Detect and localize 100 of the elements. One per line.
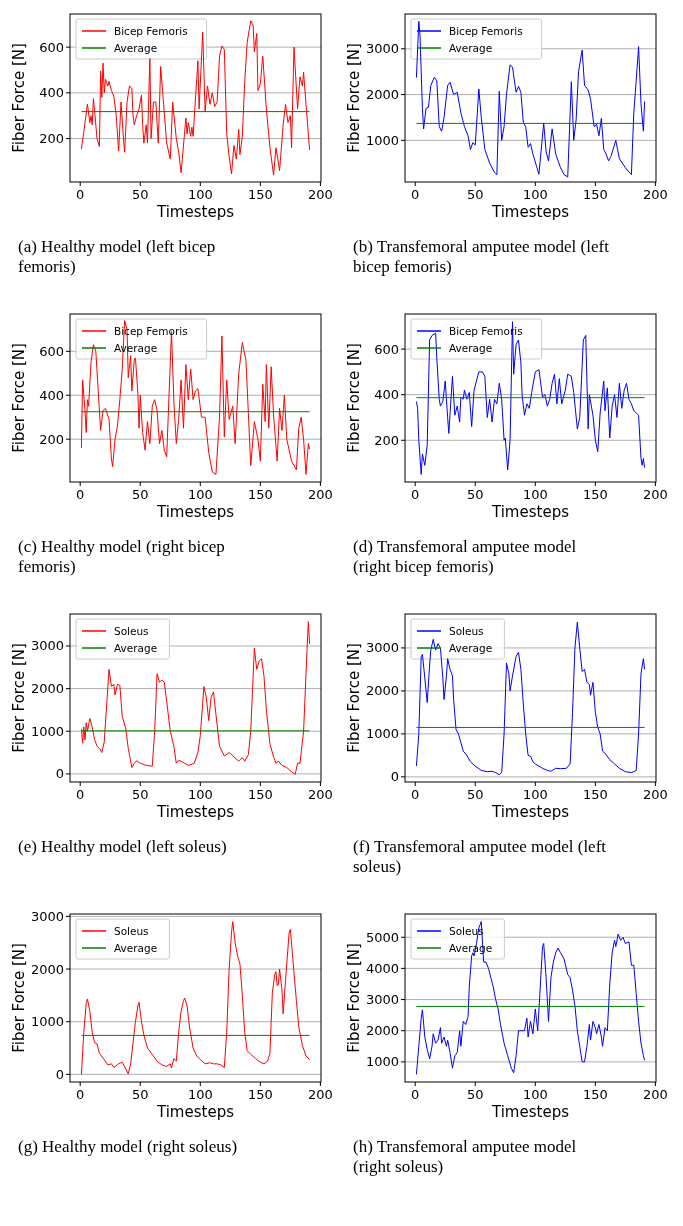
x-tick-label: 100 <box>187 787 213 802</box>
line-series <box>415 20 646 178</box>
x-tick-label: 150 <box>582 787 608 802</box>
x-tick-label: 150 <box>582 1087 608 1102</box>
y-tick-label: 5000 <box>365 929 399 945</box>
x-axis-title: Timesteps <box>156 203 235 221</box>
legend-label: Average <box>449 42 493 54</box>
y-tick-label: 3000 <box>30 638 64 654</box>
y-tick-label: 600 <box>374 341 399 357</box>
x-tick-label: 150 <box>582 187 608 202</box>
x-tick-label: 0 <box>411 187 420 202</box>
y-tick-label: 1000 <box>30 723 64 739</box>
text: (d) Transfemoral amputee model (right bicep femoris) <box>353 537 577 576</box>
legend-label: Average <box>114 942 158 954</box>
x-axis-title: Timesteps <box>491 803 570 821</box>
legend-label: Soleus <box>449 625 484 637</box>
x-tick-label: 50 <box>466 1087 484 1102</box>
legend-label: Soleus <box>114 925 149 937</box>
line-series <box>415 921 646 1075</box>
x-tick-label: 150 <box>582 487 608 502</box>
y-axis-title: Fiber Force [N] <box>345 43 363 153</box>
x-tick-label: 200 <box>307 187 333 202</box>
x-tick-label: 100 <box>187 187 213 202</box>
x-tick-label: 100 <box>522 787 548 802</box>
line-series <box>80 921 311 1075</box>
x-tick-label: 100 <box>522 1087 548 1102</box>
legend-label: Average <box>114 642 158 654</box>
y-tick-label: 0 <box>390 769 399 785</box>
x-axis-title: Timesteps <box>491 203 570 221</box>
x-tick-label: 100 <box>187 1087 213 1102</box>
legend-label: Average <box>114 42 158 54</box>
line-series <box>415 621 646 776</box>
x-tick-label: 200 <box>307 1087 333 1102</box>
legend-label: Bicep Femoris <box>449 25 523 37</box>
y-tick-label: 1000 <box>365 1054 399 1070</box>
x-axis-title: Timesteps <box>156 1103 235 1121</box>
text: (c) Healthy model (right bicep femoris) <box>18 537 225 576</box>
x-tick-label: 100 <box>522 187 548 202</box>
line-series <box>415 321 646 475</box>
y-tick-label: 400 <box>39 387 64 403</box>
y-tick-label: 2000 <box>30 681 64 697</box>
x-tick-label: 0 <box>76 487 85 502</box>
text: (e) Healthy model (left soleus) <box>18 837 227 856</box>
x-tick-label: 0 <box>76 187 85 202</box>
y-tick-label: 600 <box>39 39 64 55</box>
y-tick-label: 400 <box>39 85 64 101</box>
y-tick-label: 3000 <box>365 41 399 57</box>
x-tick-label: 200 <box>307 787 333 802</box>
y-tick-label: 3000 <box>365 992 399 1008</box>
x-axis-title: Timesteps <box>491 503 570 521</box>
y-tick-label: 200 <box>39 431 64 447</box>
y-tick-label: 0 <box>55 766 64 782</box>
y-tick-label: 3000 <box>365 640 399 656</box>
y-tick-label: 200 <box>374 432 399 448</box>
y-tick-label: 0 <box>55 1066 64 1082</box>
y-axis-title: Fiber Force [N] <box>345 643 363 753</box>
text: (g) Healthy model (right soleus) <box>18 1137 238 1156</box>
x-tick-label: 50 <box>466 787 484 802</box>
x-tick-label: 50 <box>131 187 149 202</box>
y-tick-label: 1000 <box>365 726 399 742</box>
y-tick-label: 2000 <box>365 683 399 699</box>
x-axis-title: Timesteps <box>156 503 235 521</box>
y-axis-title: Fiber Force [N] <box>345 943 363 1053</box>
legend-label: Soleus <box>114 625 149 637</box>
legend-label: Average <box>449 342 493 354</box>
y-axis-title: Fiber Force [N] <box>10 643 28 753</box>
x-tick-label: 200 <box>642 187 668 202</box>
x-tick-label: 150 <box>247 787 273 802</box>
x-tick-label: 0 <box>411 487 420 502</box>
y-axis-title: Fiber Force [N] <box>10 943 28 1053</box>
x-tick-label: 200 <box>642 787 668 802</box>
y-tick-label: 400 <box>374 387 399 403</box>
x-tick-label: 200 <box>307 487 333 502</box>
y-tick-label: 1000 <box>365 132 399 148</box>
x-axis-title: Timesteps <box>156 803 235 821</box>
y-tick-label: 1000 <box>30 1014 64 1030</box>
x-tick-label: 0 <box>411 1087 420 1102</box>
y-tick-label: 4000 <box>365 960 399 976</box>
x-tick-label: 50 <box>131 1087 149 1102</box>
x-tick-label: 50 <box>466 187 484 202</box>
text: (b) Transfemoral amputee model (left bicep femoris) <box>353 237 610 276</box>
legend-label: Bicep Femoris <box>114 25 188 37</box>
x-tick-label: 50 <box>131 787 149 802</box>
x-tick-label: 50 <box>131 487 149 502</box>
x-tick-label: 0 <box>76 787 85 802</box>
x-tick-label: 200 <box>642 487 668 502</box>
text: (h) Transfemoral amputee model (right soleus) <box>353 1137 577 1176</box>
legend-label: Average <box>449 642 493 654</box>
legend-label: Soleus <box>449 925 484 937</box>
y-axis-title: Fiber Force [N] <box>10 43 28 153</box>
x-tick-label: 150 <box>247 487 273 502</box>
x-tick-label: 200 <box>642 1087 668 1102</box>
text: (a) Healthy model (left bicep femoris) <box>18 237 216 276</box>
x-tick-label: 150 <box>247 1087 273 1102</box>
y-tick-label: 200 <box>39 131 64 147</box>
x-tick-label: 0 <box>411 787 420 802</box>
y-tick-label: 2000 <box>365 87 399 103</box>
y-tick-label: 2000 <box>365 1023 399 1039</box>
y-axis-title: Fiber Force [N] <box>10 343 28 453</box>
x-tick-label: 0 <box>76 1087 85 1102</box>
